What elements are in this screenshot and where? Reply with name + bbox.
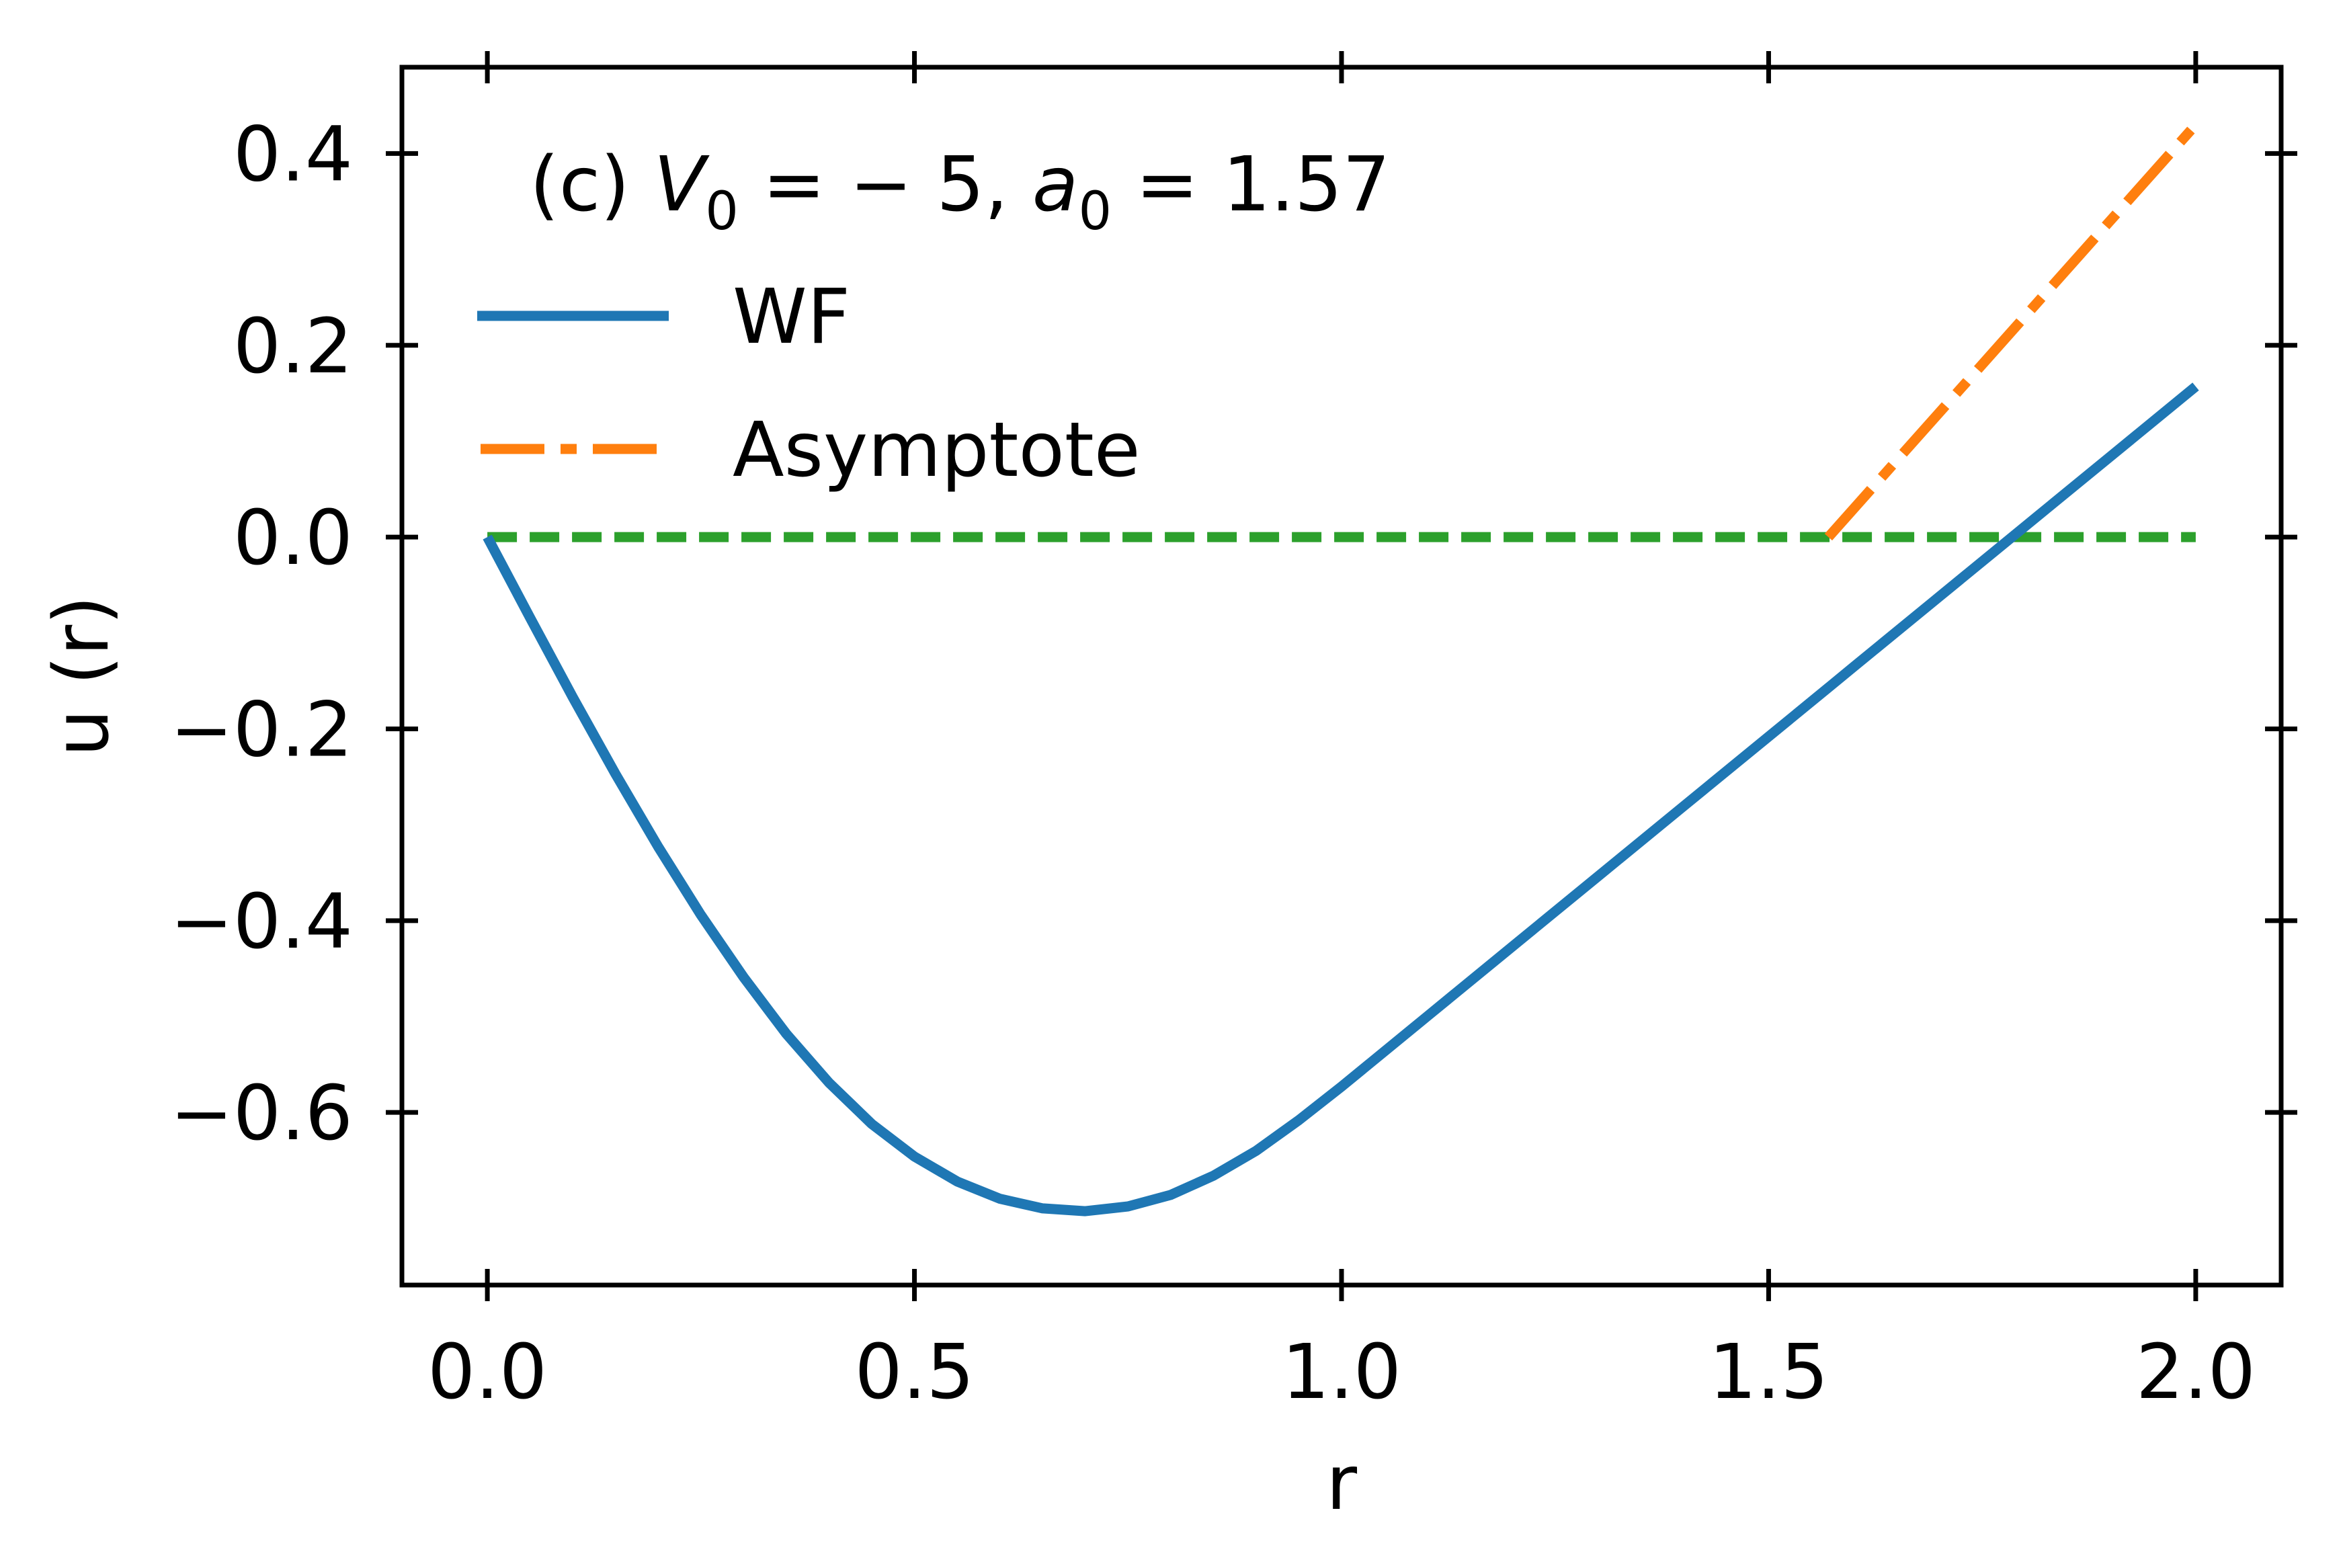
x-tick-label: 0.5 — [854, 1329, 974, 1416]
x-tick-label: 1.5 — [1709, 1329, 1828, 1416]
y-tick-label: 0.4 — [233, 111, 353, 198]
annotation-prefix: (c) — [530, 141, 654, 229]
y-tick-label: −0.4 — [170, 878, 353, 966]
v-value: = − 5, — [739, 141, 1032, 229]
x-tick-label: 0.0 — [427, 1329, 547, 1416]
series-line-wf — [483, 382, 2199, 1216]
x-tick-label: 1.0 — [1282, 1329, 1401, 1416]
x-axis-label: r — [1326, 1440, 1358, 1527]
y-tick-label: 0.2 — [233, 303, 353, 390]
legend-label-asymptote: Asymptote — [733, 407, 1141, 494]
y-tick-label: −0.6 — [170, 1070, 353, 1157]
y-tick-label: 0.0 — [233, 495, 353, 582]
annotation-label: (c) V0 = − 5, a0 = 1.57 — [530, 141, 1391, 242]
a-value: = 1.57 — [1112, 141, 1390, 229]
y-tick-label: −0.2 — [170, 686, 353, 774]
x-tick-label: 2.0 — [2136, 1329, 2256, 1416]
v-subscript: 0 — [705, 181, 739, 242]
plot-frame — [399, 65, 2284, 1288]
series-layer — [483, 121, 2200, 1216]
ticks-layer: 0.0 0.5 1.0 1.5 2.0 0.4 0.2 0.0 −0.2 −0.4 −0.6 — [170, 51, 2297, 1416]
a-subscript: 0 — [1078, 181, 1112, 242]
a-symbol: a — [1032, 141, 1079, 229]
legend-label-wf: WF — [733, 274, 850, 361]
legend: WF Asymptote — [477, 274, 1141, 494]
series-line-asymptote — [1824, 121, 2200, 541]
y-axis-label: u (r) — [38, 595, 126, 757]
v-symbol: V — [654, 141, 710, 229]
